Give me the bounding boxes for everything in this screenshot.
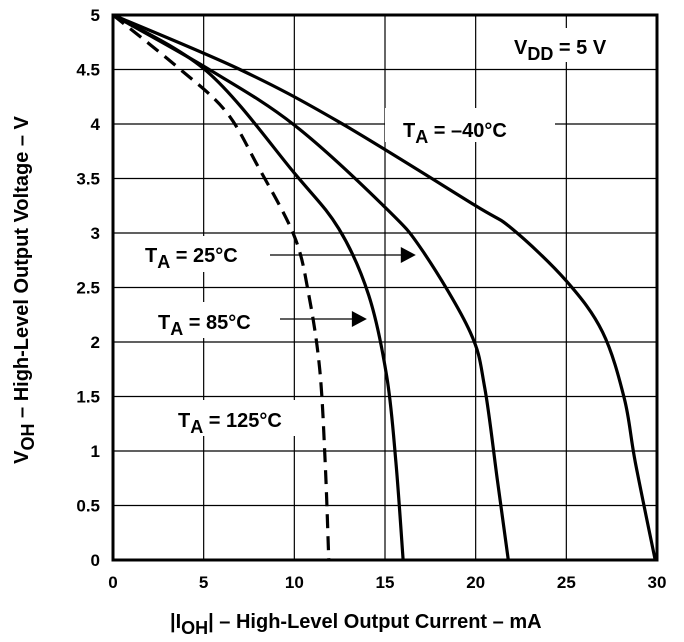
label-background [155, 302, 275, 338]
y-tick-label: 3 [91, 224, 100, 243]
y-tick-label: 2 [91, 333, 100, 352]
series-line [111, 13, 331, 561]
y-tick-label: 3.5 [76, 170, 100, 189]
y-tick-label: 4 [91, 115, 101, 134]
series-line [112, 13, 510, 561]
x-tick-label: 25 [557, 573, 576, 592]
series-label: TA = 85°C [158, 312, 251, 339]
series-line [112, 13, 657, 561]
label-background [505, 28, 630, 62]
series-label: TA = 125°C [178, 410, 282, 437]
y-axis-label: VOH – High-Level Output Voltage – V [11, 115, 38, 463]
x-tick-label: 0 [108, 573, 117, 592]
series-line [112, 13, 405, 561]
y-tick-label: 4.5 [76, 61, 100, 80]
x-tick-label: 30 [648, 573, 667, 592]
series-label: TA = –40°C [403, 120, 507, 147]
x-tick-label: 20 [466, 573, 485, 592]
y-tick-label: 5 [91, 6, 100, 25]
y-tick-label: 0 [91, 551, 100, 570]
y-tick-label: 1.5 [76, 388, 100, 407]
series-label: TA = 25°C [145, 245, 238, 272]
vdd-annotation: VDD = 5 V [514, 37, 607, 64]
arrow-head [351, 311, 367, 327]
x-tick-label: 15 [376, 573, 395, 592]
y-tick-label: 1 [91, 442, 100, 461]
label-background [165, 400, 305, 436]
label-background [140, 236, 260, 272]
y-tick-label: 2.5 [76, 279, 100, 298]
y-tick-label: 0.5 [76, 497, 100, 516]
x-tick-label: 5 [199, 573, 208, 592]
label-background [385, 108, 555, 142]
arrow-head [400, 247, 416, 263]
plot-frame [111, 13, 659, 562]
x-tick-label: 10 [285, 573, 304, 592]
x-axis-label: |IOH| – High-Level Output Current – mA [170, 611, 542, 638]
